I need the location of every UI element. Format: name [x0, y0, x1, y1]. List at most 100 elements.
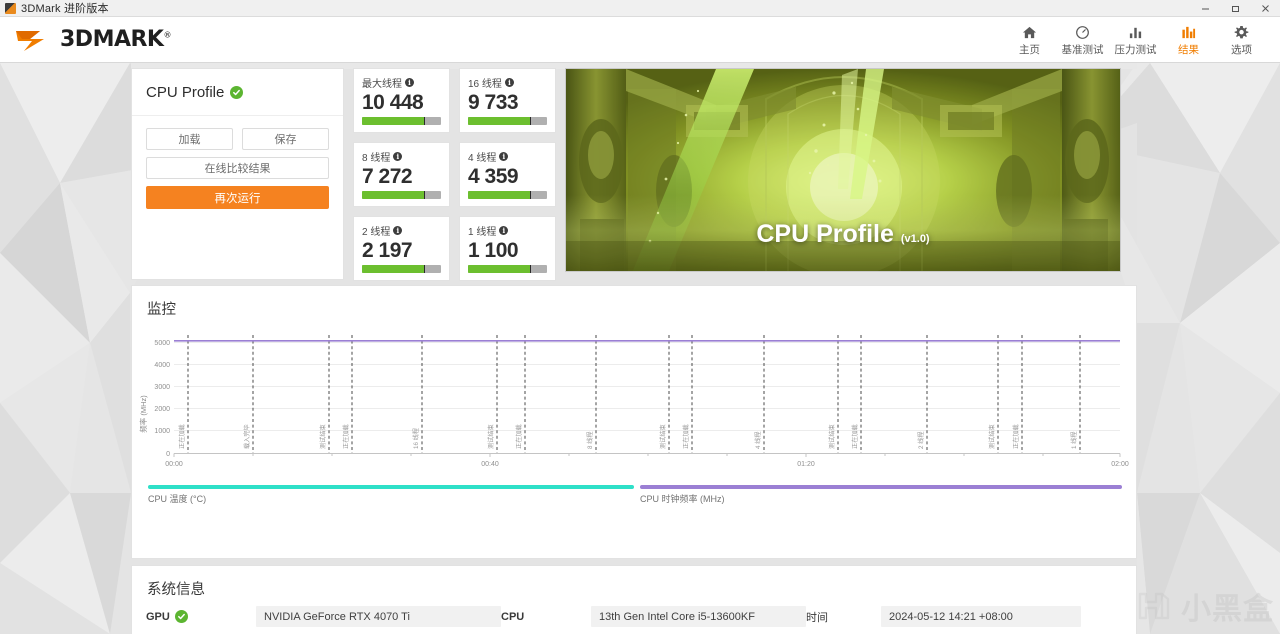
- svg-text:02:00: 02:00: [1111, 461, 1129, 468]
- score-card[interactable]: 最大线程 i 10 448: [353, 68, 450, 133]
- svg-text:正在加载: 正在加载: [178, 424, 186, 449]
- svg-text:0: 0: [166, 451, 170, 458]
- svg-text:正在加载: 正在加载: [682, 424, 690, 449]
- info-icon[interactable]: i: [405, 78, 414, 87]
- save-button[interactable]: 保存: [242, 128, 329, 150]
- info-icon[interactable]: i: [504, 78, 514, 87]
- svg-text:3000: 3000: [154, 384, 170, 391]
- score-bar: [468, 191, 547, 199]
- 3dmark-logo-icon: [16, 30, 44, 51]
- nav-label-results: 结果: [1178, 43, 1199, 56]
- gauge-icon: [1075, 23, 1090, 40]
- svg-text:4 线程: 4 线程: [754, 431, 762, 449]
- file-button-row: 加载 保存: [146, 128, 329, 150]
- load-button[interactable]: 加载: [146, 128, 233, 150]
- score-card-value: 2 197: [362, 239, 413, 262]
- info-icon[interactable]: i: [393, 152, 403, 161]
- window-title-bar: 3DMark 进阶版本: [0, 0, 1280, 17]
- monitor-card: 监控 频率 (MHz) 5000 4000 3000 2000 1000 0: [131, 285, 1137, 559]
- score-card-label-row: 最大线程 i: [362, 75, 441, 90]
- score-bar-fill: [362, 265, 424, 273]
- svg-text:00:00: 00:00: [165, 461, 183, 468]
- nav-item-stress-test[interactable]: 压力测试: [1109, 17, 1162, 63]
- nav-label-stress-test: 压力测试: [1114, 43, 1157, 56]
- score-bar-marker: [423, 191, 426, 199]
- svg-text:8 线程: 8 线程: [586, 431, 594, 449]
- watermark-text: 小黑盒: [1181, 593, 1274, 626]
- home-icon: [1022, 23, 1037, 40]
- score-bar-marker: [529, 191, 532, 199]
- svg-text:频率 (MHz): 频率 (MHz): [138, 395, 148, 433]
- system-info-key-gpu: GPU: [146, 610, 256, 623]
- info-icon[interactable]: i: [499, 152, 509, 161]
- score-card-label-row: 16 线程 i: [468, 75, 547, 90]
- brand-logo[interactable]: 3DMARK®: [14, 25, 171, 55]
- system-info-value-gpu: NVIDIA GeForce RTX 4070 Ti: [256, 606, 501, 627]
- score-card-label-row: 4 线程 i: [468, 149, 547, 164]
- compare-online-button[interactable]: 在线比较结果: [146, 157, 329, 179]
- score-bar: [468, 117, 547, 125]
- legend-label-cpu-temp: CPU 温度 (°C): [148, 494, 207, 504]
- top-row: CPU Profile 加载 保存 在线比较结果 再次运行: [131, 68, 1121, 281]
- hero-artwork: [566, 69, 1120, 271]
- svg-text:00:40: 00:40: [481, 461, 499, 468]
- score-card-label: 8 线程: [362, 153, 391, 164]
- svg-text:测试结束: 测试结束: [659, 424, 667, 449]
- svg-text:测试结束: 测试结束: [828, 424, 836, 449]
- restore-button[interactable]: [1220, 0, 1250, 17]
- nav-label-options: 选项: [1231, 43, 1252, 56]
- window-title: 3DMark 进阶版本: [21, 3, 109, 15]
- svg-text:2000: 2000: [154, 406, 170, 413]
- legend-item-cpu-clock: CPU 时钟频率 (MHz): [640, 485, 1122, 505]
- info-icon[interactable]: i: [393, 226, 403, 235]
- score-bar-marker: [529, 117, 532, 125]
- score-card-label-row: 8 线程 i: [362, 149, 441, 164]
- hero-caption: CPU Profile (v1.0): [566, 220, 1120, 249]
- score-card-label: 16 线程: [468, 79, 502, 90]
- info-icon[interactable]: i: [499, 226, 509, 235]
- monitor-chart[interactable]: 频率 (MHz) 5000 4000 3000 2000 1000 0: [132, 319, 1138, 519]
- nav-item-options[interactable]: 选项: [1215, 17, 1268, 63]
- close-button[interactable]: [1250, 0, 1280, 17]
- score-card-value: 7 272: [362, 165, 413, 188]
- benchmark-hero-image[interactable]: CPU Profile (v1.0): [565, 68, 1121, 272]
- nav-label-benchmark: 基准测试: [1061, 43, 1104, 56]
- score-bar: [468, 265, 547, 273]
- score-card[interactable]: 2 线程 i 2 197: [353, 216, 450, 281]
- svg-text:2 线程: 2 线程: [917, 431, 925, 449]
- system-info-card: 系统信息 GPU NVIDIA GeForce RTX 4070 Ti CPU …: [131, 565, 1137, 634]
- svg-text:5000: 5000: [154, 340, 170, 347]
- score-card-label-row: 1 线程 i: [468, 223, 547, 238]
- system-info-grid: GPU NVIDIA GeForce RTX 4070 Ti CPU 13th …: [132, 606, 1136, 634]
- nav-item-results[interactable]: 结果: [1162, 17, 1215, 63]
- result-panel: CPU Profile 加载 保存 在线比较结果 再次运行: [131, 68, 344, 280]
- hero-title: CPU Profile: [756, 220, 894, 248]
- score-bar-fill: [468, 117, 530, 125]
- nav-label-home: 主页: [1019, 43, 1040, 56]
- minimize-button[interactable]: [1190, 0, 1220, 17]
- system-info-title: 系统信息: [147, 582, 205, 598]
- run-again-button[interactable]: 再次运行: [146, 186, 329, 209]
- system-info-value-cpu: 13th Gen Intel Core i5-13600KF: [591, 606, 806, 627]
- brand-label: 3DMARK: [60, 27, 164, 52]
- score-card[interactable]: 1 线程 i 1 100: [459, 216, 556, 281]
- score-card-grid: 最大线程 i 10 448 16 线程 i 9 733: [353, 68, 556, 281]
- svg-text:测试结束: 测试结束: [988, 424, 996, 449]
- score-card[interactable]: 16 线程 i 9 733: [459, 68, 556, 133]
- green-check-icon: [230, 85, 244, 99]
- score-card-value: 1 100: [468, 239, 519, 262]
- nav-item-benchmark[interactable]: 基准测试: [1056, 17, 1109, 63]
- system-info-key-label: GPU: [146, 610, 170, 623]
- score-bar-marker: [423, 117, 426, 125]
- bar-chart-icon: [1128, 23, 1143, 40]
- score-card-value: 10 448: [362, 91, 424, 114]
- brand-name: 3DMARK®: [60, 27, 171, 52]
- score-bar-fill: [468, 265, 530, 273]
- nav-item-home[interactable]: 主页: [1003, 17, 1056, 63]
- svg-text:正在加载: 正在加载: [851, 424, 859, 449]
- app-header: 3DMARK® 主页 基准测试 压力测试: [0, 17, 1280, 63]
- score-card[interactable]: 8 线程 i 7 272: [353, 142, 450, 207]
- chart-legend: CPU 温度 (°C) CPU 时钟频率 (MHz): [148, 485, 1122, 511]
- score-card[interactable]: 4 线程 i 4 359: [459, 142, 556, 207]
